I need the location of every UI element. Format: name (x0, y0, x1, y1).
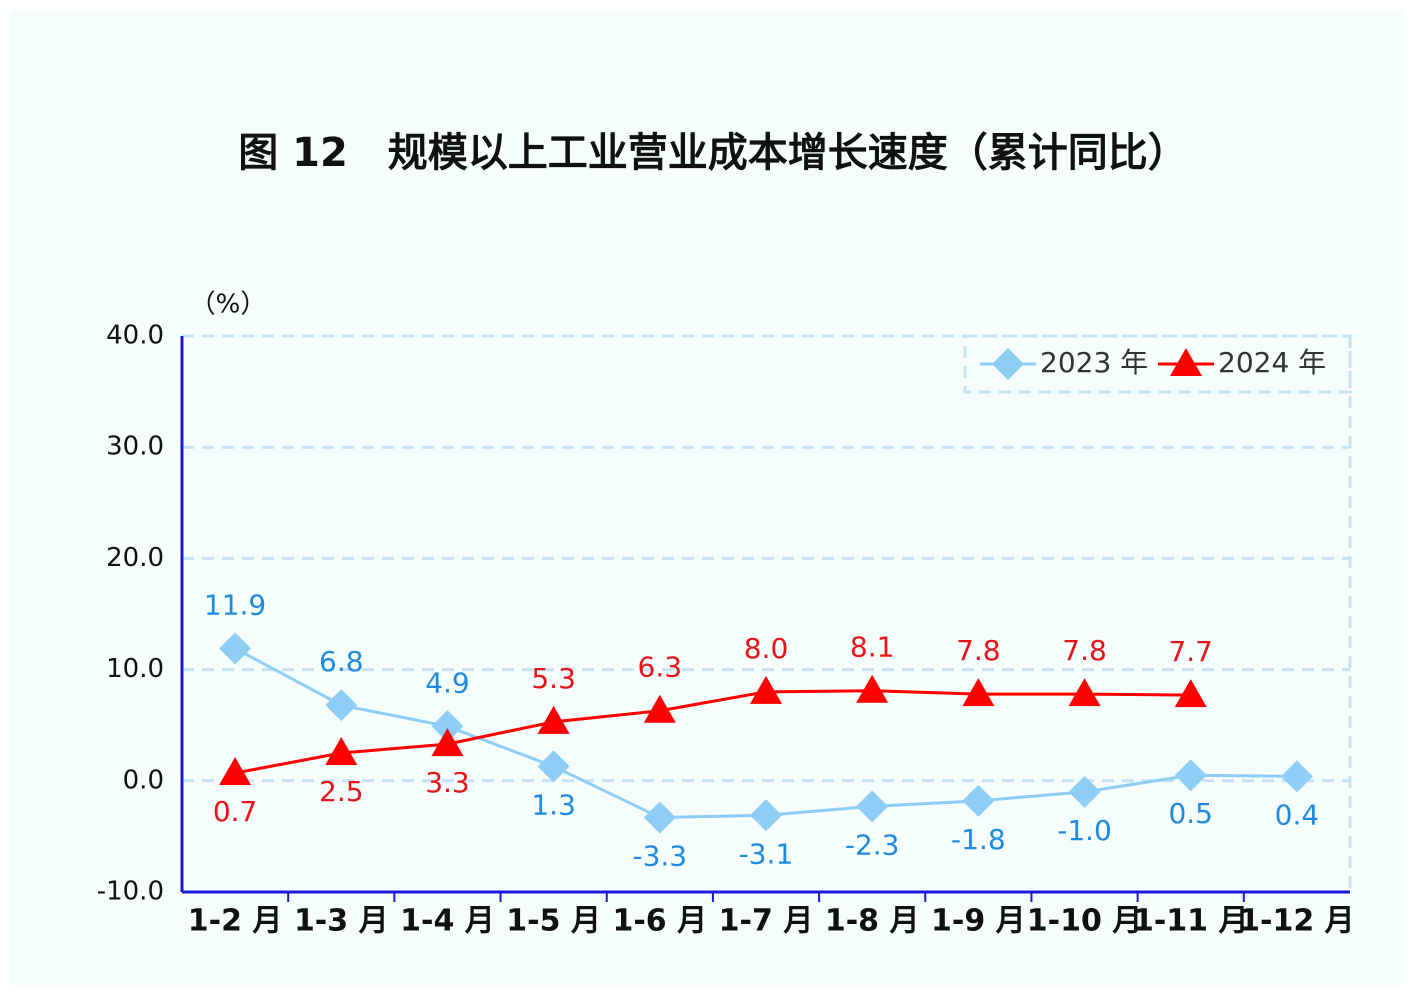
data-label: 3.3 (425, 766, 470, 799)
x-tick-label: 1-4 月 (400, 904, 495, 939)
x-tick-label: 1-6 月 (612, 904, 707, 939)
data-label: 7.8 (1062, 634, 1107, 667)
point-marker (992, 348, 1024, 380)
point-marker (1280, 760, 1313, 793)
x-tick-label: 1-9 月 (931, 904, 1026, 939)
y-tick-label: 10.0 (106, 654, 164, 684)
point-marker (431, 728, 464, 757)
data-label: 8.0 (744, 632, 789, 665)
x-tick-label: 1-3 月 (294, 904, 389, 939)
data-label: 6.3 (638, 651, 683, 684)
x-tick-label: 1-12 月 (1239, 904, 1355, 939)
data-label: 1.3 (531, 788, 576, 821)
data-label: 7.7 (1168, 635, 1213, 668)
y-tick-label: 40.0 (106, 321, 164, 351)
y-axis-label: （%） (190, 290, 267, 320)
data-label: 2.5 (319, 775, 364, 808)
point-marker (750, 675, 782, 704)
background (10, 10, 1404, 986)
data-label: -2.3 (845, 828, 900, 861)
x-tick-label: 1-8 月 (825, 904, 920, 939)
point-marker (219, 632, 252, 665)
point-marker (1170, 348, 1202, 376)
data-label: 0.4 (1275, 798, 1320, 831)
point-marker (1174, 679, 1207, 708)
legend-label: 2023 年 (1040, 346, 1148, 379)
data-label: 6.8 (319, 645, 364, 678)
y-tick-label: 30.0 (106, 432, 164, 462)
data-label: -1.8 (951, 823, 1006, 856)
data-label: 5.3 (531, 662, 576, 695)
y-tick-label: 0.0 (123, 765, 164, 795)
data-label: -1.0 (1057, 814, 1112, 847)
point-marker (1068, 678, 1101, 707)
point-marker (325, 737, 358, 765)
point-marker (856, 790, 889, 823)
y-tick-label: -10.0 (97, 877, 164, 907)
point-marker (325, 689, 358, 722)
x-tick-label: 1-7 月 (719, 904, 814, 939)
legend-label: 2024 年 (1218, 346, 1326, 379)
point-marker (750, 799, 782, 832)
x-tick-label: 1-2 月 (188, 904, 283, 939)
point-marker (643, 801, 676, 834)
y-tick-label: 20.0 (106, 543, 164, 573)
data-label: 0.7 (213, 795, 258, 828)
point-marker (537, 705, 570, 734)
x-tick-label: 1-11 月 (1133, 904, 1249, 939)
point-marker (219, 757, 252, 786)
point-marker (431, 710, 464, 743)
data-label: 8.1 (850, 631, 895, 664)
data-label: 11.9 (204, 588, 266, 621)
series-line (234, 689, 1191, 775)
point-marker (962, 678, 995, 707)
point-marker (962, 784, 995, 817)
point-marker (1174, 759, 1207, 792)
x-tick-label: 1-5 月 (506, 904, 601, 939)
point-marker (537, 750, 570, 783)
point-marker (856, 674, 889, 703)
chart-title: 图 12 规模以上工业营业成本增长速度（累计同比） (238, 130, 1188, 176)
point-marker (1068, 775, 1101, 808)
x-tick-label: 1-10 月 (1027, 904, 1143, 939)
data-label: 4.9 (425, 666, 470, 699)
data-label: -3.3 (632, 839, 687, 872)
point-marker (643, 694, 676, 723)
data-label: -3.1 (739, 837, 794, 870)
data-label: 0.5 (1168, 797, 1213, 830)
data-label: 7.8 (956, 634, 1001, 667)
